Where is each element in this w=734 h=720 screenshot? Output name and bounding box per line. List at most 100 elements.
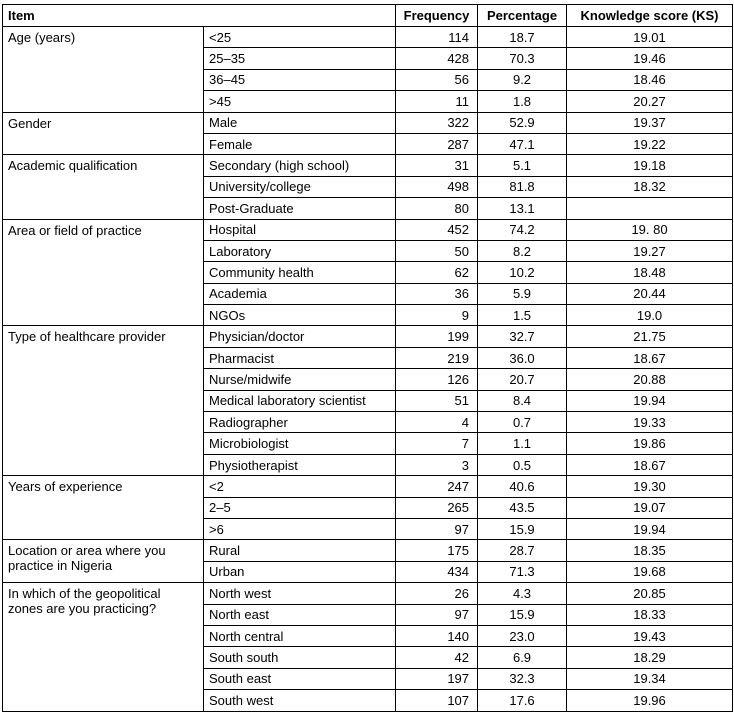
data-table: Item Frequency Percentage Knowledge score (… xyxy=(1,4,734,712)
subcategory: Physiotherapist xyxy=(202,453,397,477)
column-header: Percentage xyxy=(477,4,568,27)
group-label: Type of healthcare provider xyxy=(2,325,204,477)
group-label: Years of experience xyxy=(2,475,204,541)
table-row: NGOs 9 1.5 19.0 xyxy=(3,304,734,327)
percentage: 32.3 xyxy=(477,667,568,691)
frequency: 107 xyxy=(395,689,479,712)
percentage: 15.9 xyxy=(477,603,568,626)
knowledge-score: 18.67 xyxy=(566,453,734,477)
subcategory: 2–5 xyxy=(202,496,397,519)
subcategory: Pharmacist xyxy=(202,346,397,370)
percentage: 17.6 xyxy=(477,689,568,712)
frequency: 219 xyxy=(395,346,479,370)
frequency: 114 xyxy=(395,25,479,49)
frequency: 140 xyxy=(395,624,479,648)
group-label: Gender xyxy=(2,111,204,156)
table-row: North east 97 15.9 18.33 xyxy=(3,603,734,626)
percentage: 70.3 xyxy=(477,47,568,70)
percentage: 74.2 xyxy=(477,218,568,241)
table-row: Years of experience <2 247 40.6 19.30 xyxy=(2,475,734,541)
frequency: 56 xyxy=(395,68,479,92)
subcategory: South south xyxy=(202,646,397,669)
subcategory: Rural xyxy=(202,539,397,562)
frequency: 3 xyxy=(395,453,479,477)
knowledge-score: 21.75 xyxy=(566,325,734,348)
knowledge-score: 19.37 xyxy=(566,111,734,134)
table-row: Microbiologist 7 1.1 19.86 xyxy=(3,432,734,455)
subcategory: North central xyxy=(202,624,397,648)
percentage: 1.1 xyxy=(477,432,568,455)
subcategory: <2 xyxy=(202,475,397,498)
percentage: 0.7 xyxy=(477,411,568,434)
frequency: 36 xyxy=(395,282,479,306)
frequency: 322 xyxy=(395,111,479,134)
frequency: 498 xyxy=(395,175,479,199)
frequency: 265 xyxy=(395,496,479,519)
percentage: 9.2 xyxy=(477,68,568,92)
percentage: 8.2 xyxy=(477,239,568,263)
group-label: Area or field of practice xyxy=(2,218,204,327)
knowledge-score: 19.46 xyxy=(566,47,734,70)
percentage: 47.1 xyxy=(477,132,568,156)
subcategory: Community health xyxy=(202,261,397,284)
column-header: Item xyxy=(1,4,397,27)
knowledge-score: 19.07 xyxy=(566,496,734,519)
table-row: In which of the geopolitical zones are y… xyxy=(2,582,734,712)
table-row: Medical laboratory scientist 51 8.4 19.94 xyxy=(3,389,734,413)
subcategory: >6 xyxy=(202,517,397,541)
percentage: 32.7 xyxy=(477,325,568,348)
subcategory: Radiographer xyxy=(202,411,397,434)
knowledge-score: 18.48 xyxy=(566,261,734,284)
knowledge-score: 18.67 xyxy=(566,346,734,370)
table-body: Age (years) <25 114 18.7 19.01 25–35 428 70.3 19… xyxy=(2,25,734,712)
subcategory: Post-Graduate xyxy=(202,197,397,220)
frequency: 428 xyxy=(395,47,479,70)
frequency: 4 xyxy=(395,411,479,434)
table-row: Type of healthcare provider Physician/doc… xyxy=(2,325,734,477)
knowledge-score: 19.86 xyxy=(566,432,734,455)
frequency: 42 xyxy=(395,646,479,669)
frequency: 7 xyxy=(395,432,479,455)
table-row: Post-Graduate 80 13.1 xyxy=(3,197,734,220)
table-row: >6 97 15.9 19.94 xyxy=(3,517,734,541)
knowledge-score: 19.34 xyxy=(566,667,734,691)
knowledge-score: 19.27 xyxy=(566,239,734,263)
knowledge-score: 19.43 xyxy=(566,624,734,648)
knowledge-score: 20.27 xyxy=(566,90,734,113)
knowledge-score: 19.0 xyxy=(566,304,734,327)
subcategory: Female xyxy=(202,132,397,156)
frequency: 31 xyxy=(395,154,479,177)
percentage: 10.2 xyxy=(477,261,568,284)
percentage: 81.8 xyxy=(477,175,568,199)
knowledge-score: 20.44 xyxy=(566,282,734,306)
knowledge-score: 18.32 xyxy=(566,175,734,199)
subcategory: Medical laboratory scientist xyxy=(202,389,397,413)
percentage: 13.1 xyxy=(477,197,568,220)
subcategory: <25 xyxy=(202,25,397,49)
subcategory: 36–45 xyxy=(202,68,397,92)
table-row: Area or field of practice Hospital 452 74.2… xyxy=(2,218,734,327)
frequency: 80 xyxy=(395,197,479,220)
knowledge-score xyxy=(566,197,734,220)
frequency: 452 xyxy=(395,218,479,241)
subcategory: Hospital xyxy=(202,218,397,241)
knowledge-score: 19.94 xyxy=(566,517,734,541)
knowledge-score: 20.88 xyxy=(566,368,734,391)
frequency: 126 xyxy=(395,368,479,391)
percentage: 0.5 xyxy=(477,453,568,477)
table-row: >45 11 1.8 20.27 xyxy=(3,90,734,113)
subcategory: Urban xyxy=(202,560,397,584)
frequency: 97 xyxy=(395,517,479,541)
knowledge-score: 19.30 xyxy=(566,475,734,498)
percentage: 43.5 xyxy=(477,496,568,519)
subcategory: Secondary (high school) xyxy=(202,154,397,177)
percentage: 5.9 xyxy=(477,282,568,306)
frequency: 434 xyxy=(395,560,479,584)
knowledge-score: 19.18 xyxy=(566,154,734,177)
group-label: Age (years) xyxy=(2,26,204,113)
percentage: 1.5 xyxy=(477,304,568,327)
percentage: 4.3 xyxy=(477,582,568,605)
knowledge-score: 19.33 xyxy=(566,411,734,434)
column-header: Frequency xyxy=(395,4,479,27)
